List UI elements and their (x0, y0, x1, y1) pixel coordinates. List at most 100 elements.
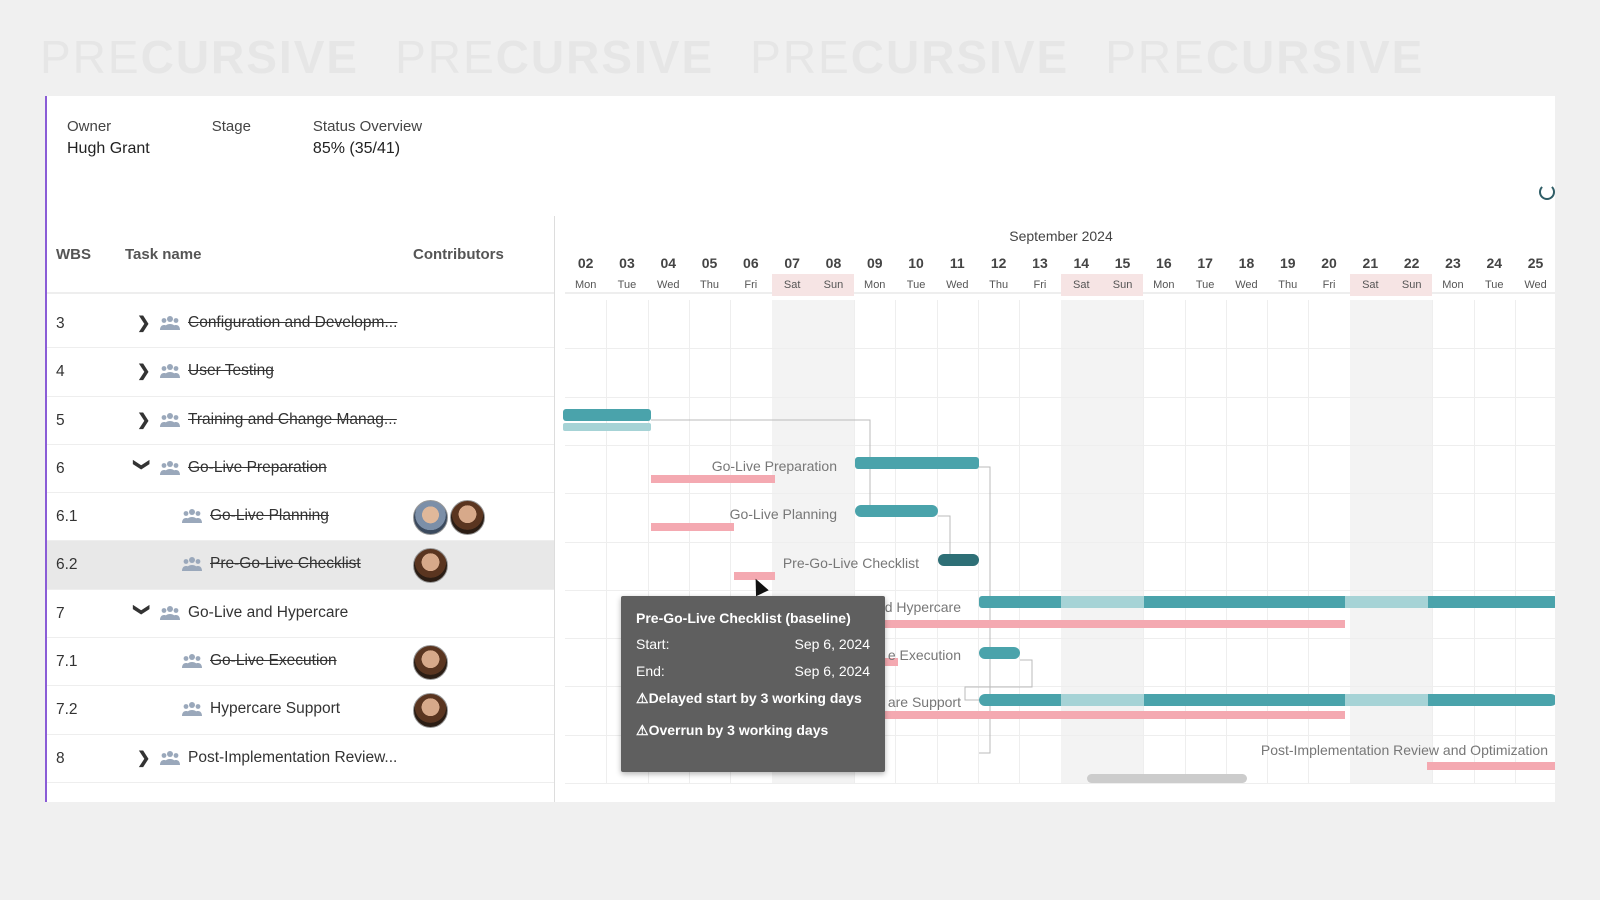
day-number: 06 (743, 255, 759, 271)
day-weekday: Sun (1101, 274, 1144, 296)
timeline-day: 17 Tue (1185, 252, 1226, 296)
task-row[interactable]: 4 ❯ User Testing (47, 348, 554, 397)
day-weekday: Fri (1322, 279, 1336, 291)
day-weekday: Wed (657, 279, 680, 291)
tooltip-warning-overrun-text: Overrun by 3 working days (648, 722, 829, 738)
team-icon (182, 556, 202, 572)
task-name[interactable]: Training and Change Manag... (188, 410, 397, 428)
dependency-link (964, 659, 1033, 701)
day-number: 17 (1197, 255, 1213, 271)
task-row[interactable]: 8 ❯ Post-Implementation Review... (47, 735, 554, 783)
task-wbs: 4 (56, 363, 65, 381)
wbs-column-header[interactable]: WBS (56, 246, 91, 263)
timeline-day: 09 Mon (854, 252, 895, 296)
task-row[interactable]: 7.2 Hypercare Support (47, 686, 554, 735)
day-number: 22 (1403, 255, 1420, 271)
contributors-column-header[interactable]: Contributors (413, 246, 504, 263)
chevron-down-icon[interactable]: ❯ (133, 457, 150, 472)
task-name[interactable]: Post-Implementation Review... (188, 748, 398, 766)
timeline-day: 10 Tue (895, 252, 936, 296)
task-name[interactable]: Hypercare Support (210, 700, 341, 718)
task-row[interactable]: 7.1 Go-Live Execution (47, 638, 554, 687)
baseline-bar[interactable] (865, 711, 1345, 720)
avatar[interactable] (450, 500, 485, 536)
task-row[interactable]: 6.1 Go-Live Planning (47, 493, 554, 542)
avatar[interactable] (413, 500, 448, 536)
task-name[interactable]: Go-Live and Hypercare (188, 603, 349, 621)
baseline-bar[interactable] (651, 474, 775, 483)
chart-horizontal-scrollbar[interactable] (1087, 774, 1247, 783)
task-name[interactable]: Go-Live Planning (210, 507, 329, 525)
status-value: 85% (35/41) (312, 140, 401, 157)
baseline-bar[interactable] (651, 523, 734, 532)
task-bar[interactable] (855, 456, 979, 469)
chevron-right-icon[interactable]: ❯ (137, 749, 151, 767)
stage-field: Stage (212, 118, 251, 158)
day-weekday: Sat (1349, 274, 1391, 296)
avatar[interactable] (413, 693, 448, 729)
grid-row-line (565, 444, 1555, 446)
day-number: 21 (1362, 255, 1379, 271)
day-weekday: Sat (771, 274, 813, 296)
task-name[interactable]: Go-Live Execution (210, 652, 337, 670)
day-weekday: Thu (700, 279, 720, 291)
day-weekday: Mon (574, 279, 597, 291)
task-row[interactable]: 7 ❯ Go-Live and Hypercare (47, 590, 554, 639)
bar-label: e Execution (887, 647, 961, 664)
timeline-day: 11 Wed (937, 252, 978, 296)
timeline-day: 15 Sun (1101, 252, 1144, 296)
baseline-tooltip: Pre-Go-Live Checklist (baseline) Start: … (621, 596, 885, 772)
chevron-right-icon[interactable]: ❯ (137, 411, 151, 429)
chevron-right-icon[interactable]: ❯ (137, 315, 151, 332)
day-number: 08 (825, 255, 842, 271)
avatar[interactable] (413, 645, 448, 681)
day-weekday: Thu (989, 279, 1009, 291)
warning-icon: ⚠ (636, 690, 649, 706)
avatar[interactable] (413, 548, 448, 584)
task-row[interactable]: 5 ❯ Training and Change Manag... (47, 397, 554, 445)
day-weekday: Sat (1060, 274, 1102, 296)
timeline-day: 21 Sat (1349, 252, 1391, 296)
task-name[interactable]: Go-Live Preparation (188, 458, 327, 476)
task-bar[interactable] (563, 408, 651, 421)
task-bar[interactable] (979, 647, 1020, 660)
day-number: 07 (784, 255, 800, 271)
grid-row-line (565, 734, 1555, 736)
day-number: 15 (1114, 255, 1131, 271)
tooltip-end-value: Sep 6, 2024 (794, 663, 870, 679)
watermark-logo: PRECURSIVE (750, 31, 1070, 83)
day-weekday: Tue (617, 279, 637, 291)
task-bar[interactable] (855, 505, 938, 518)
task-row[interactable]: 6 ❯ Go-Live Preparation (47, 445, 554, 494)
team-icon (182, 653, 202, 669)
task-name[interactable]: Configuration and Developm... (188, 314, 398, 331)
bar-label: Pre-Go-Live Checklist (782, 554, 919, 571)
weekend-segment (1345, 595, 1428, 608)
chevron-down-icon[interactable]: ❯ (133, 602, 150, 617)
task-row[interactable]: 3 ❯ Configuration and Developm... (47, 300, 554, 349)
contributor-avatars (413, 645, 448, 681)
timeline-month: September 2024 (1009, 228, 1113, 244)
chevron-right-icon[interactable]: ❯ (137, 363, 151, 381)
task-wbs: 6 (56, 459, 65, 477)
baseline-bar[interactable] (865, 619, 1345, 628)
task-name-column-header[interactable]: Task name (125, 246, 202, 263)
timeline-day: 03 Tue (606, 252, 647, 296)
bar-label: Post-Implementation Review and Optimizat… (1260, 741, 1548, 758)
timeline-day: 06 Fri (730, 252, 771, 296)
task-bar[interactable] (938, 553, 979, 566)
day-weekday: Mon (1442, 279, 1464, 291)
task-grid-header: WBS Task name Contributors (47, 216, 554, 294)
gantt-grid: Go-Live Preparation Go-Live Planning Pre-G… (563, 300, 1555, 784)
refresh-icon[interactable] (1539, 184, 1555, 200)
task-name[interactable]: User Testing (188, 362, 274, 380)
task-name[interactable]: Pre-Go-Live Checklist (210, 555, 361, 573)
day-number: 13 (1032, 255, 1048, 271)
weekend-segment (1061, 694, 1144, 707)
baseline-bar[interactable] (734, 571, 775, 580)
baseline-bar[interactable] (1427, 761, 1555, 770)
team-icon (182, 508, 202, 524)
tooltip-end-label: End: (636, 663, 665, 679)
task-row[interactable]: 6.2 Pre-Go-Live Checklist (47, 541, 554, 590)
day-weekday: Mon (1153, 279, 1175, 291)
